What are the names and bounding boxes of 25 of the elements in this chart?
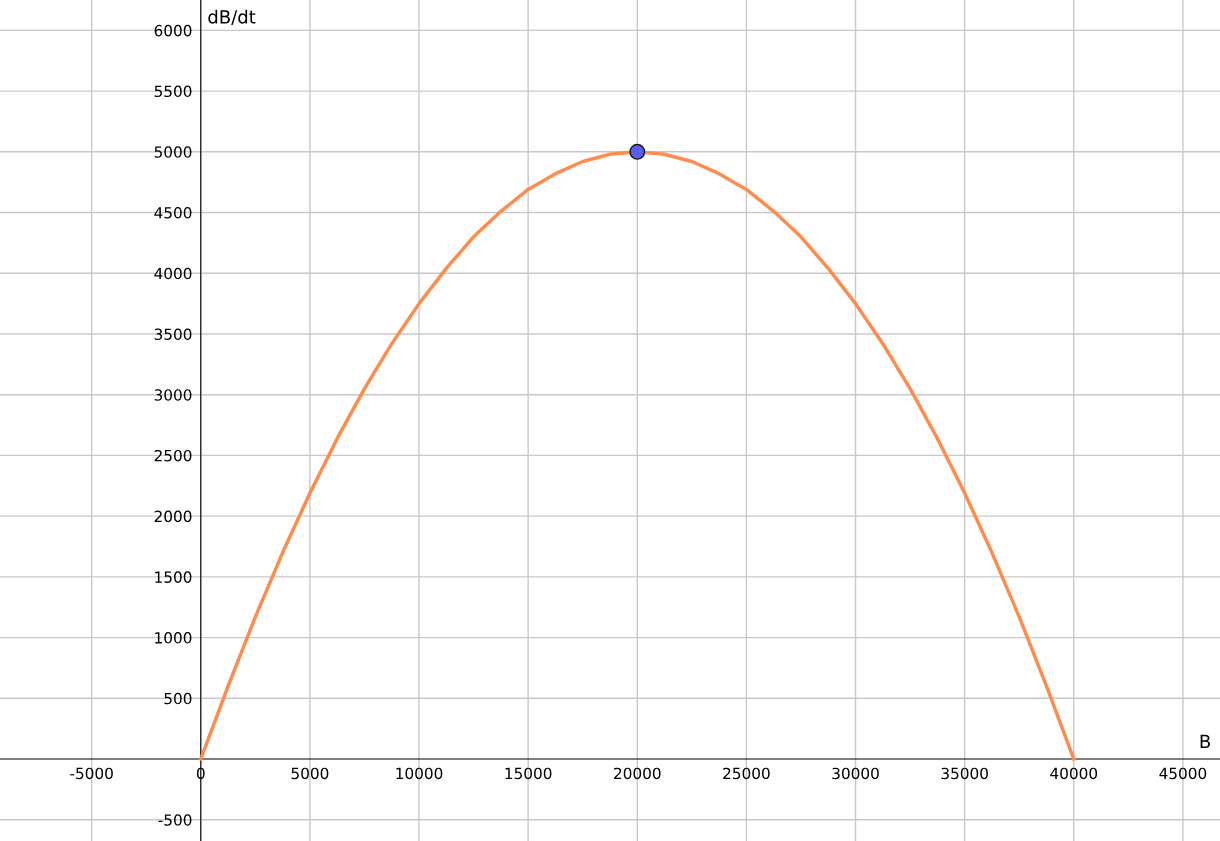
y-tick-label: 5000	[154, 146, 192, 158]
x-tick-label: 25000	[723, 767, 770, 780]
y-tick-label: 2000	[154, 510, 192, 523]
x-tick-label: 5000	[291, 767, 329, 780]
x-tick-label: 30000	[832, 767, 879, 780]
y-tick-label: 3500	[154, 328, 192, 340]
y-tick-label: 1000	[155, 632, 192, 644]
x-tick-label: 20000	[614, 767, 661, 780]
y-tick-label: -500	[158, 814, 192, 826]
y-tick-label: 1500	[155, 571, 192, 583]
x-tick-label: 35000	[941, 767, 988, 780]
x-tick-label: 15000	[505, 767, 552, 780]
y-tick-label: 5500	[154, 85, 192, 98]
x-axis-title: B	[1200, 734, 1210, 748]
y-axis-title: dB/dt	[208, 9, 256, 26]
y-tick-label: 6000	[154, 24, 192, 37]
x-tick-label: 10000	[396, 767, 443, 780]
x-tick-label: 40000	[1050, 767, 1098, 780]
x-tick-label: -5000	[70, 767, 113, 780]
y-tick-label: 4000	[154, 267, 192, 280]
y-tick-label: 3000	[154, 389, 192, 401]
y-tick-label: 500	[164, 692, 192, 705]
y-tick-label: 2500	[154, 449, 192, 462]
y-tick-label: 4500	[154, 206, 192, 219]
x-tick-label: 45000	[1159, 767, 1207, 780]
